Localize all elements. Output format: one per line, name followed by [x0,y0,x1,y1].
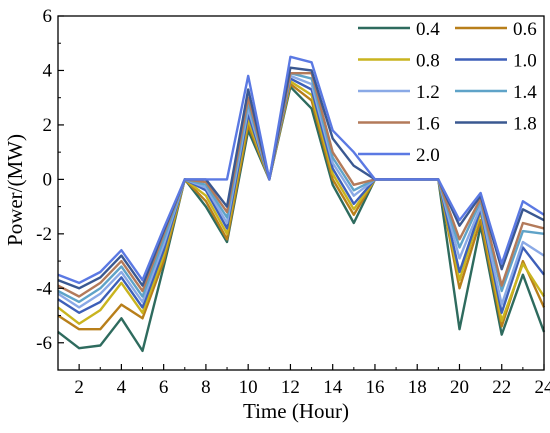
x-tick-label: 6 [159,377,169,398]
x-tick-label: 14 [323,377,343,398]
series-line-0.8 [57,80,546,325]
y-tick-label: 0 [43,169,53,190]
x-tick-label: 18 [408,377,427,398]
series-line-1.0 [57,77,545,314]
legend-label-1.2: 1.2 [416,82,440,103]
x-tick-label: 22 [492,377,511,398]
legend-label-0.6: 0.6 [513,19,537,40]
x-tick-label: 10 [239,377,258,398]
legend-label-2.0: 2.0 [416,145,440,166]
x-axis: 2 4 6 8 10 12 14 16 18 20 22 24 [57,364,550,398]
x-tick-label: 16 [365,377,384,398]
x-tick-label: 12 [281,377,300,398]
legend-label-1.0: 1.0 [513,51,537,72]
series-line-0.6 [57,82,546,331]
legend-label-0.8: 0.8 [416,51,440,72]
x-tick-label: 20 [450,377,469,398]
x-tick-label: 4 [117,377,127,398]
legend: 0.4 0.6 0.8 1.0 1.2 1.4 1.6 1.8 2.0 [358,19,537,166]
x-tick-label: 8 [201,377,211,398]
y-tick-label: 2 [43,115,53,136]
x-tick-label: 24 [535,377,550,398]
y-axis-title: Power/(MW) [3,134,27,246]
legend-label-0.4: 0.4 [416,19,440,40]
y-tick-label: -6 [36,333,52,354]
plot-frame [57,15,545,371]
y-tick-label: -2 [36,224,52,245]
x-tick-label: 2 [74,377,84,398]
series-line-1.6 [57,71,545,298]
x-axis-title: Time (Hour) [243,399,349,423]
y-tick-label: 6 [43,6,53,27]
series-line-1.8 [57,66,545,290]
y-axis: -6 -4 -2 0 2 4 6 [36,6,64,371]
y-tick-label: 4 [43,60,53,81]
series-line-2.0 [57,55,545,285]
y-tick-label: -4 [36,278,52,299]
series-lines [57,55,546,353]
legend-label-1.8: 1.8 [513,114,537,135]
legend-label-1.6: 1.6 [416,114,440,135]
series-line-1.4 [57,71,545,304]
series-line-0.4 [57,85,546,353]
legend-label-1.4: 1.4 [513,82,537,103]
series-line-1.2 [57,74,545,309]
